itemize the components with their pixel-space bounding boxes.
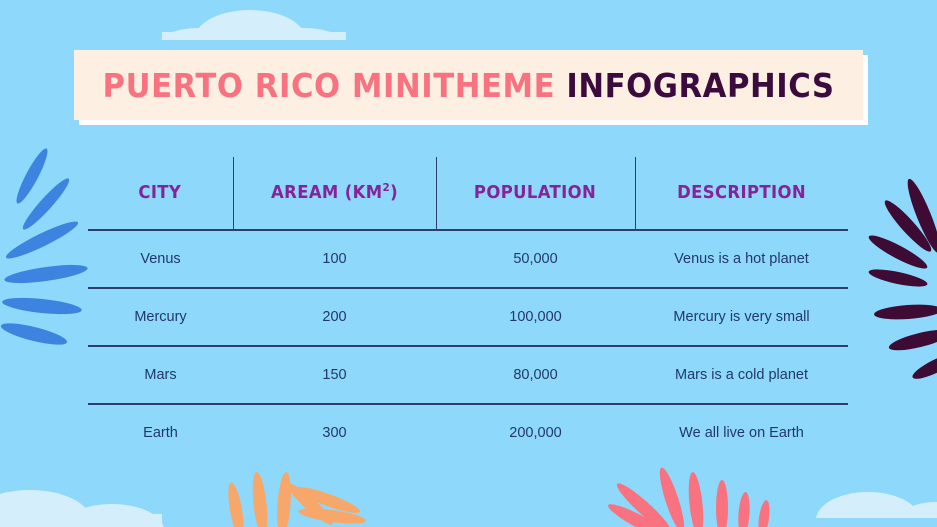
cell-city: Venus	[88, 230, 233, 289]
table-body: Venus 100 50,000 Venus is a hot planet M…	[88, 230, 848, 461]
page-title: PUERTO RICO MINITHEME INFOGRAPHICS	[102, 69, 834, 102]
cloud-bottom-left-icon	[0, 490, 164, 527]
column-header-area: AREAM (KM2)	[233, 157, 437, 231]
column-header-area-suffix: )	[390, 183, 398, 203]
cell-population: 50,000	[436, 230, 635, 289]
table-header: CITY AREAM (KM2) POPULATION DESCRIPTION	[88, 157, 848, 231]
table-row: Earth 300 200,000 We all live on Earth	[88, 404, 848, 461]
cell-city: Mars	[88, 346, 233, 405]
cell-area: 300	[322, 425, 347, 441]
cell-description: Mercury is very small	[635, 288, 848, 347]
page-title-highlight: PUERTO RICO MINITHEME	[102, 65, 567, 105]
cell-description: Venus is a hot planet	[635, 230, 848, 289]
cell-description: We all live on Earth	[679, 425, 804, 441]
table-header-row: CITY AREAM (KM2) POPULATION DESCRIPTION	[88, 157, 848, 231]
cloud-top-icon	[161, 10, 346, 40]
column-header-description: DESCRIPTION	[635, 157, 848, 231]
cell-city: Earth	[143, 425, 178, 441]
leaf-frond-orange-icon	[228, 472, 366, 527]
leaf-frond-blue-icon	[0, 148, 88, 345]
cell-area: 200	[233, 288, 436, 347]
cell-population: 200,000	[509, 425, 562, 441]
cell-population: 100,000	[436, 288, 635, 347]
page-title-accent: INFOGRAPHICS	[566, 65, 835, 105]
cloud-bottom-right-icon	[816, 492, 937, 518]
cell-population: 80,000	[436, 346, 635, 405]
leaf-frond-purple-icon	[868, 178, 937, 379]
infographic-table: CITY AREAM (KM2) POPULATION DESCRIPTION …	[88, 157, 848, 461]
table-row: Mars 150 80,000 Mars is a cold planet	[88, 346, 848, 405]
table-row: Venus 100 50,000 Venus is a hot planet	[88, 230, 848, 289]
column-header-area-superscript: 2	[382, 181, 391, 195]
table-row: Mercury 200 100,000 Mercury is very smal…	[88, 288, 848, 347]
cell-city: Mercury	[88, 288, 233, 347]
column-header-city: CITY	[88, 157, 234, 231]
cell-area: 150	[233, 346, 436, 405]
cell-description: Mars is a cold planet	[635, 346, 848, 405]
title-banner: PUERTO RICO MINITHEME INFOGRAPHICS	[74, 50, 863, 120]
column-header-population: POPULATION	[436, 157, 636, 231]
cell-area: 100	[233, 230, 436, 289]
column-header-area-label: AREAM (KM	[271, 183, 383, 203]
